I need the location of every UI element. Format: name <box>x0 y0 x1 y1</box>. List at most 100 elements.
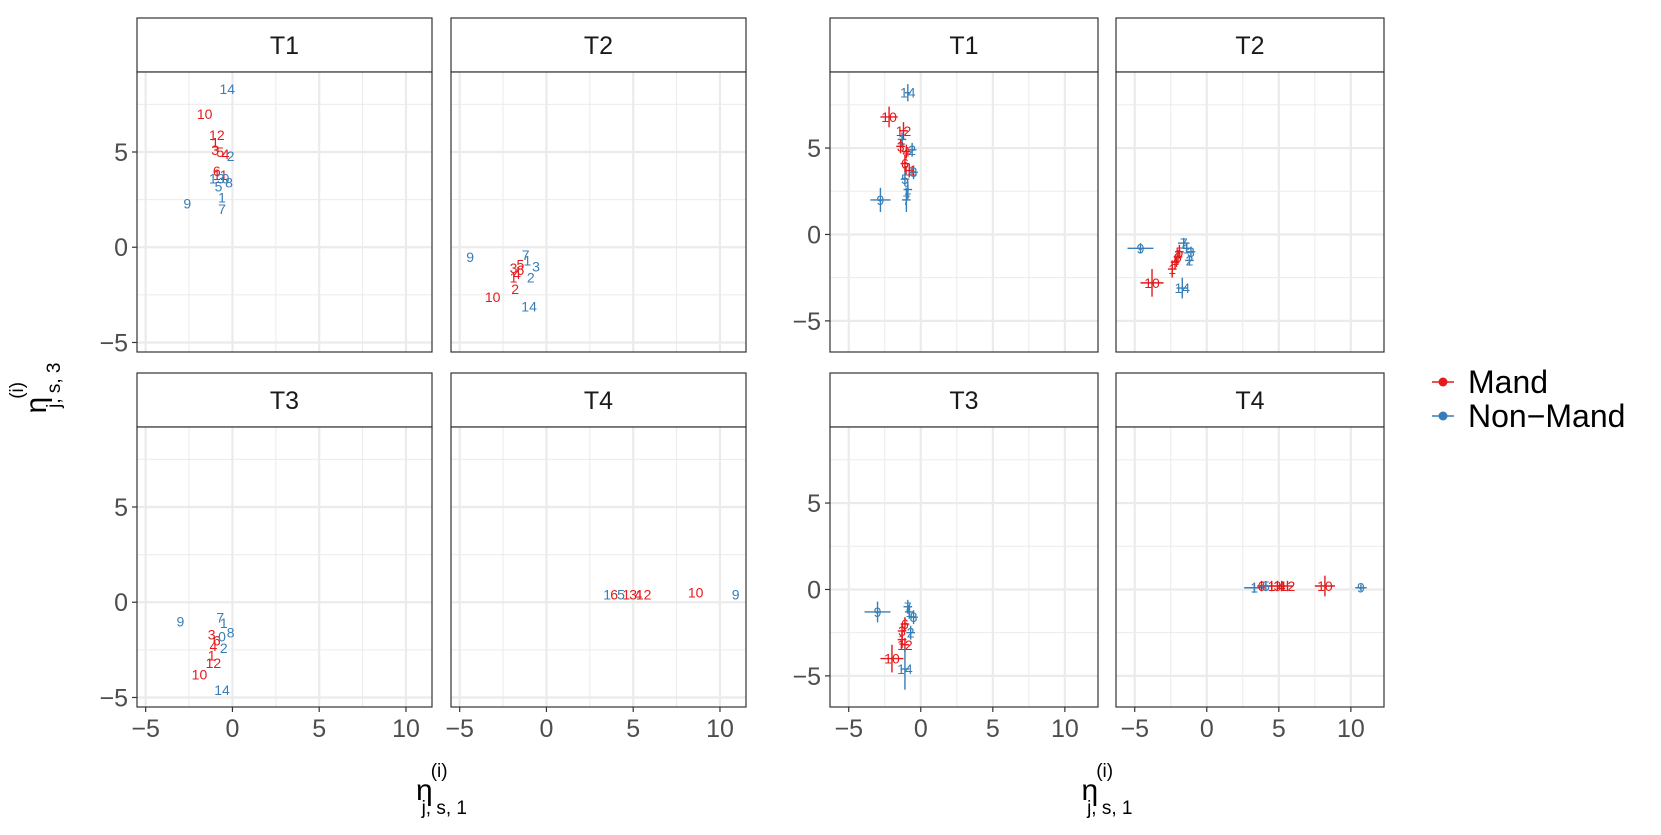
facet-strip <box>1115 17 1385 73</box>
x-tick-label: 10 <box>706 715 734 743</box>
x-tick-label: 0 <box>225 715 239 743</box>
point-label-non-mand: 1 <box>904 182 912 198</box>
panel-border <box>450 71 747 353</box>
point-label-non-mand: 9 <box>466 249 474 265</box>
point-label-non-mand: 9 <box>874 604 882 620</box>
point-label-mand: 10 <box>1317 578 1333 594</box>
point-label-non-mand: 5 <box>215 178 223 194</box>
point-label-non-mand: 3 <box>532 258 540 274</box>
point-label-non-mand: 0 <box>222 171 230 187</box>
point-label-non-mand: 1 <box>523 253 531 269</box>
facet-title: T3 <box>270 387 299 415</box>
point-label-mand: 4 <box>1278 578 1286 594</box>
x-tick-label: −5 <box>1120 715 1149 743</box>
point-label-mand: 3 <box>208 627 216 643</box>
point-label-mand: 10 <box>884 651 900 667</box>
x-tick-label: −5 <box>445 715 474 743</box>
panel-background <box>137 427 432 707</box>
legend-key-dot <box>1438 377 1448 387</box>
point-label-non-mand: 3 <box>1187 244 1195 260</box>
x-tick-label: 10 <box>1051 715 1079 743</box>
point-label-non-mand: 2 <box>1186 252 1194 268</box>
facet-title: T1 <box>949 32 978 60</box>
x-axis-title-sub: j, s, 1 <box>421 798 467 819</box>
point-label-mand: 3 <box>629 587 637 603</box>
panel-border <box>1115 426 1385 708</box>
facet-strip <box>829 17 1099 73</box>
panel-background <box>1116 427 1384 707</box>
x-axis-title-sup: (i) <box>1096 761 1113 782</box>
point-label-non-mand: 7 <box>1180 235 1188 251</box>
x-tick-label: 5 <box>312 715 326 743</box>
point-label-mand: 2 <box>511 281 519 297</box>
point-label-non-mand: 8 <box>910 164 918 180</box>
point-label-non-mand: 7 <box>904 599 912 615</box>
point-label-mand: 3 <box>1273 578 1281 594</box>
point-label-mand: 3 <box>897 138 905 154</box>
point-label-non-mand: 1 <box>603 587 611 603</box>
point-label-mand: 1 <box>211 134 219 150</box>
y-tick-label: 5 <box>807 135 821 163</box>
y-axis-title-text: η(i) j, s, 3 <box>7 363 65 414</box>
point-label-mand: 1 <box>1168 261 1176 277</box>
panel-background <box>137 72 432 352</box>
point-label-non-mand: 0 <box>218 629 226 645</box>
point-label-mand: 6 <box>213 632 221 648</box>
point-label-non-mand: 5 <box>1262 578 1270 594</box>
facet-panel-t2: T2 9 715 33 64 212 10 14 <box>450 17 747 353</box>
point-label-mand: 10 <box>197 106 213 122</box>
point-label-non-mand: 14 <box>214 682 230 698</box>
point-label-non-mand: 7 <box>218 201 226 217</box>
point-label-mand: 4 <box>1171 254 1179 270</box>
x-tick-label: 5 <box>626 715 640 743</box>
point-label-non-mand: 1 <box>1250 580 1258 596</box>
point-label-non-mand: 9 <box>183 195 191 211</box>
x-tick-label: 0 <box>914 715 928 743</box>
point-label-mand: 10 <box>192 667 208 683</box>
facet-strip <box>136 372 433 428</box>
point-label-non-mand: 8 <box>225 174 233 190</box>
point-label-non-mand: 2 <box>227 148 235 164</box>
point-label-mand: 10 <box>688 585 704 601</box>
point-label-mand: 12 <box>1280 578 1296 594</box>
facet-strip <box>829 372 1099 428</box>
point-label-mand: 5 <box>216 144 224 160</box>
point-label-mand: 1 <box>510 270 518 286</box>
point-label-non-mand: 13 <box>209 171 225 187</box>
point-label-mand: 5 <box>1175 244 1183 260</box>
y-tick-label: 0 <box>114 234 128 262</box>
point-label-non-mand: 9 <box>176 613 184 629</box>
point-label-non-mand: 1 <box>218 190 226 206</box>
panel-border <box>1115 71 1385 353</box>
point-label-mand: 6 <box>610 587 618 603</box>
y-tick-label: 0 <box>807 221 821 249</box>
point-label-non-mand: 14 <box>900 85 916 101</box>
point-label-non-mand: 2 <box>907 625 915 641</box>
point-label-mand: 10 <box>881 109 897 125</box>
point-label-mand: 6 <box>517 262 525 278</box>
point-label-non-mand: 7 <box>522 247 530 263</box>
panel-background <box>830 72 1098 352</box>
point-label-mand: 6 <box>901 156 909 172</box>
point-label-mand: 1 <box>208 648 216 664</box>
point-label-mand: 10 <box>485 289 501 305</box>
facet-strip <box>136 17 433 73</box>
point-label-mand: 4 <box>209 638 217 654</box>
x-axis-title-sub: j, s, 1 <box>1086 798 1132 819</box>
y-tick-label: 0 <box>114 589 128 617</box>
point-label-mand: 3 <box>510 260 518 276</box>
point-label-non-mand: 14 <box>521 298 537 314</box>
point-label-non-mand: 9 <box>732 587 740 603</box>
x-axis-title: η(i) j, s, 1 <box>1082 761 1133 819</box>
point-label-mand: 1 <box>1268 578 1276 594</box>
panel-background <box>1116 72 1384 352</box>
point-label-mand: 1 <box>622 587 630 603</box>
point-label-non-mand: 14 <box>219 81 235 97</box>
